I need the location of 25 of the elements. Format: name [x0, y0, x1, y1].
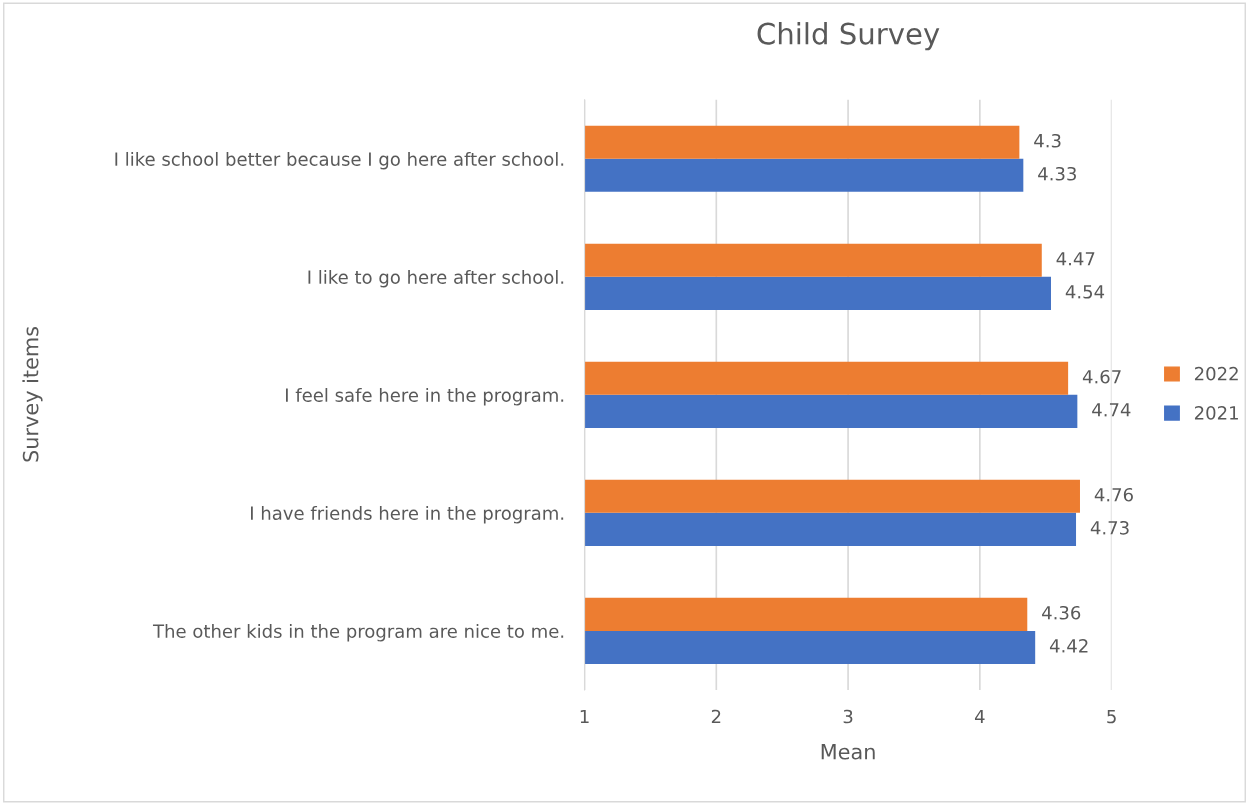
chart-title: Child Survey: [757, 22, 940, 51]
legend-label: 2021: [1194, 406, 1238, 420]
data-label: 4.73: [1090, 520, 1129, 535]
x-axis-title: Mean: [821, 744, 875, 760]
y-axis-title: Survey items: [22, 326, 43, 462]
x-tick-label: 3: [843, 709, 853, 724]
data-label: 4.36: [1042, 605, 1081, 620]
data-label: 4.54: [1065, 285, 1105, 299]
y-tick-label: I like to go here after school.: [308, 269, 564, 288]
y-tick-label: I like school better because I go here after school.: [115, 151, 564, 170]
legend-label: 2022: [1194, 366, 1238, 381]
x-tick-label: 1: [580, 709, 589, 724]
y-tick-label: I feel safe here in the program.: [286, 387, 564, 406]
data-label: 4.76: [1094, 487, 1133, 502]
data-label: 4.33: [1038, 166, 1076, 181]
y-tick-label: The other kids in the program are nice to me.: [152, 624, 564, 642]
x-tick-label: 2: [711, 709, 721, 724]
x-tick-label: 4: [974, 709, 985, 724]
data-label: 4.67: [1082, 369, 1121, 384]
y-tick-label: I have friends here in the program.: [251, 506, 564, 524]
data-label: 4.74: [1092, 403, 1131, 417]
data-label: 4.42: [1049, 638, 1088, 653]
data-label: 4.3: [1034, 133, 1061, 148]
data-label: 4.47: [1056, 252, 1095, 266]
x-tick-label: 5: [1107, 709, 1116, 724]
